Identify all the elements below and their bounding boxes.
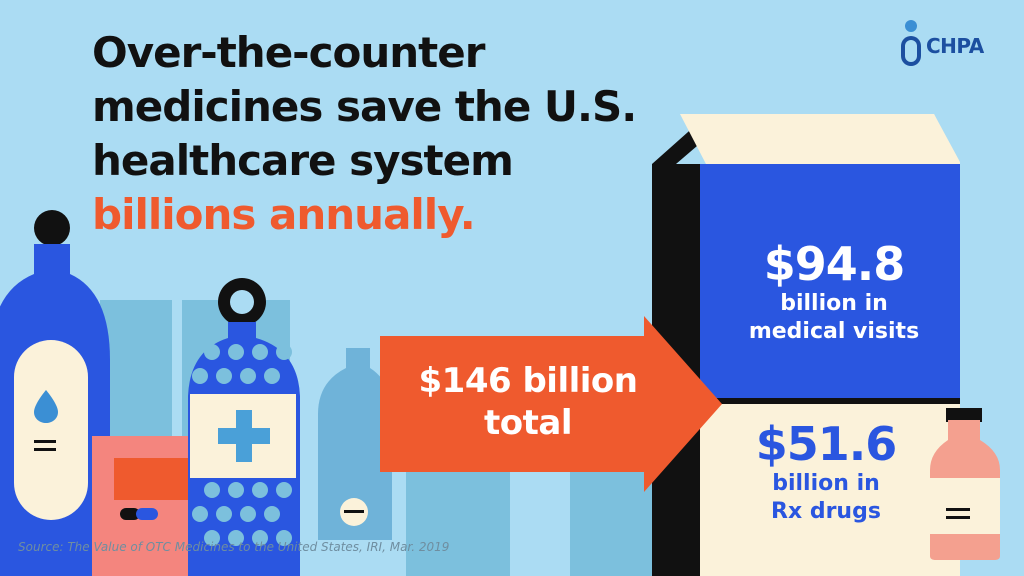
arrow-total-label: $146 billion total [384, 360, 672, 444]
dotted-bottle [188, 278, 300, 576]
medical-visits-stat: $94.8 billion in medical visits [718, 238, 950, 346]
pill-tablet-icon [340, 498, 368, 526]
medicine-box [652, 114, 960, 576]
rx-drugs-stat: $51.6 billion in Rx drugs [712, 418, 940, 526]
water-drop-icon [34, 390, 58, 423]
medical-visits-value: $94.8 [763, 237, 906, 291]
headline: Over-the-counter medicines save the U.S.… [92, 26, 637, 242]
pill-capsule-icon [120, 508, 158, 520]
rx-drugs-line-2: Rx drugs [771, 499, 881, 524]
medical-cross-icon [218, 410, 270, 462]
logo-text: CHPA [926, 34, 984, 58]
person-pill-icon [901, 20, 921, 66]
blue-bottle [0, 210, 110, 576]
total-arrow [380, 316, 722, 492]
small-pink-bottle [930, 408, 1000, 560]
rx-drugs-line-1: billion in [772, 471, 880, 496]
chpa-logo: CHPA [898, 18, 1018, 70]
bottle-label [14, 340, 88, 520]
bg-box-6 [570, 470, 654, 576]
source-citation: Source: The Value of OTC Medicines to th… [18, 540, 450, 554]
headline-line-1: Over-the-counter [92, 28, 485, 77]
light-blue-bottle [318, 348, 392, 540]
arrow-line-2: total [484, 403, 572, 443]
headline-line-2: medicines save the U.S. [92, 82, 637, 131]
bg-box-4 [406, 472, 474, 576]
rx-drugs-value: $51.6 [755, 417, 898, 471]
medical-visits-line-2: medical visits [748, 319, 920, 344]
headline-line-3: healthcare system [92, 136, 514, 185]
arrow-line-1: $146 billion [418, 361, 638, 401]
headline-accent: billions annually. [92, 190, 476, 239]
medical-visits-line-1: billion in [780, 291, 888, 316]
